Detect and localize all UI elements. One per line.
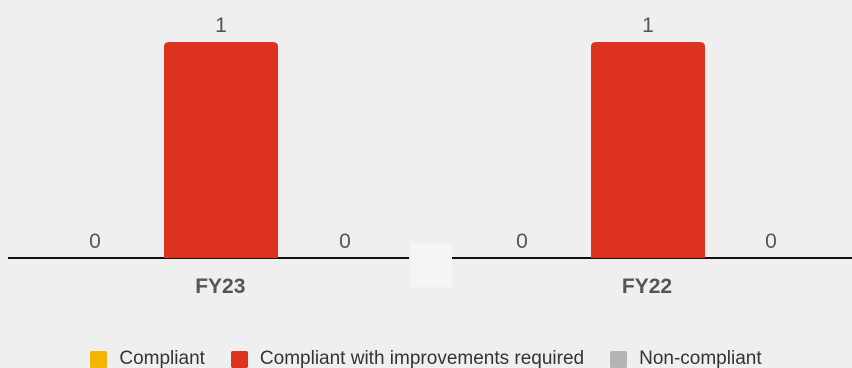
- legend-label: Compliant with improvements required: [259, 348, 585, 368]
- legend-label: Non-compliant: [639, 348, 762, 368]
- data-label: 1: [215, 14, 227, 37]
- legend-swatch: [230, 350, 248, 368]
- category-tick-label: FY22: [622, 275, 672, 298]
- data-label: 0: [339, 230, 351, 253]
- bar: [164, 42, 278, 258]
- group-separator: [410, 243, 452, 287]
- legend-label: Compliant: [119, 348, 205, 368]
- legend-item: Compliant: [90, 348, 205, 368]
- data-label: 0: [89, 230, 101, 253]
- chart-legend: Compliant Compliant with improvements req…: [0, 348, 852, 368]
- data-label: 0: [516, 230, 528, 253]
- legend-item: Compliant with improvements required: [230, 348, 585, 368]
- legend-swatch: [610, 350, 628, 368]
- bar: [591, 42, 705, 258]
- category-tick-label: FY23: [195, 275, 245, 298]
- legend-item: Non-compliant: [610, 348, 762, 368]
- data-label: 1: [642, 14, 654, 37]
- data-label: 0: [765, 230, 777, 253]
- legend-swatch: [90, 350, 108, 368]
